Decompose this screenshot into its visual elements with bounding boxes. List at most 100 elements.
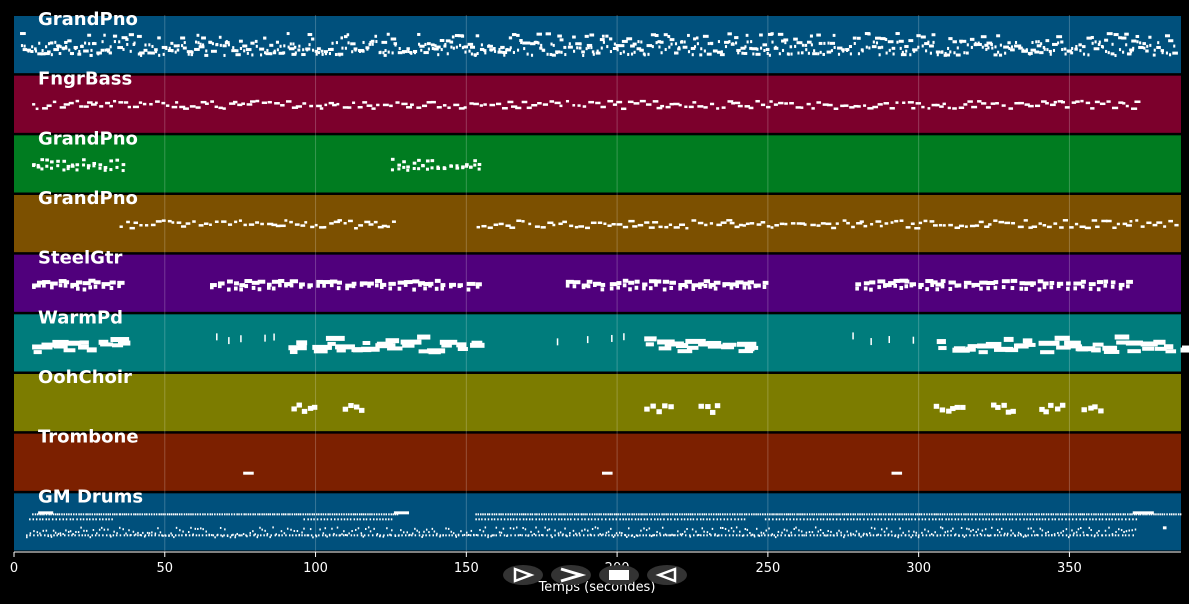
track-lane[interactable] bbox=[14, 433, 1181, 491]
midi-note bbox=[1067, 536, 1070, 539]
midi-note bbox=[466, 534, 468, 537]
midi-note bbox=[928, 518, 930, 521]
midi-note bbox=[601, 34, 605, 38]
track-lane[interactable] bbox=[14, 135, 1181, 193]
midi-note bbox=[1010, 286, 1015, 291]
midi-note bbox=[322, 532, 325, 535]
midi-note bbox=[892, 513, 894, 516]
midi-note bbox=[495, 526, 498, 529]
midi-note bbox=[625, 518, 627, 521]
midi-note bbox=[522, 518, 525, 521]
midi-note bbox=[203, 222, 209, 225]
midi-note bbox=[493, 513, 496, 516]
midi-note bbox=[316, 518, 319, 521]
midi-note bbox=[897, 513, 899, 516]
midi-note bbox=[840, 534, 843, 537]
midi-note bbox=[1042, 281, 1049, 286]
midi-note bbox=[679, 533, 682, 536]
rewind-button[interactable] bbox=[647, 565, 687, 585]
midi-note bbox=[436, 45, 441, 49]
midi-note bbox=[511, 105, 518, 108]
track-lane[interactable] bbox=[14, 493, 1182, 551]
midi-note bbox=[294, 51, 297, 55]
midi-note bbox=[944, 531, 947, 534]
midi-note bbox=[732, 534, 734, 537]
midi-note bbox=[975, 518, 977, 521]
midi-note bbox=[1016, 513, 1019, 516]
midi-note bbox=[491, 518, 493, 521]
midi-note bbox=[993, 219, 998, 222]
track-lane[interactable] bbox=[14, 195, 1181, 253]
midi-note bbox=[177, 44, 180, 48]
midi-note bbox=[1105, 534, 1107, 537]
midi-note bbox=[340, 518, 343, 521]
midi-note bbox=[360, 534, 363, 537]
midi-note bbox=[387, 346, 403, 351]
midi-note bbox=[271, 513, 274, 516]
midi-note bbox=[359, 281, 368, 286]
midi-note bbox=[402, 160, 406, 164]
midi-note bbox=[704, 223, 708, 227]
midi-note bbox=[1094, 40, 1097, 44]
midi-note bbox=[62, 340, 82, 346]
midi-note bbox=[951, 513, 953, 516]
midi-note bbox=[1163, 225, 1167, 228]
midi-note bbox=[55, 518, 58, 521]
midi-note bbox=[896, 40, 899, 44]
midi-note bbox=[567, 518, 569, 521]
midi-note bbox=[362, 340, 371, 345]
midi-note bbox=[900, 534, 903, 537]
track-lane[interactable] bbox=[14, 75, 1181, 133]
midi-note bbox=[1134, 528, 1137, 531]
midi-note bbox=[92, 161, 97, 165]
midi-note bbox=[681, 513, 683, 516]
midi-note bbox=[162, 52, 165, 56]
midi-note bbox=[1126, 284, 1130, 289]
midi-note bbox=[75, 530, 77, 533]
midi-note bbox=[642, 282, 648, 287]
stop-button[interactable] bbox=[599, 565, 639, 585]
midi-note bbox=[192, 513, 194, 516]
midi-note bbox=[645, 103, 652, 106]
midi-note bbox=[105, 101, 111, 105]
midi-note bbox=[615, 513, 618, 516]
midi-note bbox=[1125, 530, 1128, 533]
midi-note bbox=[549, 100, 555, 103]
midi-note bbox=[214, 105, 218, 109]
midi-note bbox=[760, 221, 766, 224]
midi-note bbox=[796, 41, 803, 45]
midi-note bbox=[1065, 344, 1083, 349]
midi-note bbox=[98, 534, 100, 537]
midi-note bbox=[680, 534, 683, 537]
midi-note bbox=[908, 39, 914, 43]
midi-note bbox=[138, 101, 143, 104]
track-lane[interactable] bbox=[14, 314, 1189, 372]
forward-button[interactable] bbox=[551, 565, 591, 585]
midi-note bbox=[1073, 286, 1078, 291]
midi-note bbox=[1043, 409, 1049, 415]
midi-note bbox=[536, 513, 538, 516]
midi-note bbox=[301, 408, 308, 414]
midi-note bbox=[99, 518, 101, 521]
midi-note bbox=[697, 105, 704, 108]
midi-note bbox=[853, 41, 856, 45]
midi-note bbox=[542, 534, 544, 537]
midi-note bbox=[255, 99, 260, 103]
midi-note bbox=[1095, 518, 1097, 521]
track-lane[interactable] bbox=[14, 16, 1181, 74]
track-lane[interactable] bbox=[14, 254, 1181, 312]
midi-note bbox=[475, 534, 478, 537]
midi-note bbox=[143, 48, 148, 52]
track-lane[interactable] bbox=[14, 374, 1181, 432]
midi-note bbox=[1076, 534, 1078, 537]
midi-note bbox=[1064, 340, 1081, 346]
midi-note bbox=[112, 34, 118, 38]
midi-note bbox=[375, 343, 396, 349]
midi-note bbox=[95, 518, 97, 521]
play-button[interactable] bbox=[503, 565, 543, 585]
midi-note bbox=[338, 534, 341, 537]
midi-note bbox=[636, 534, 639, 537]
midi-note bbox=[220, 534, 222, 537]
midi-note bbox=[335, 344, 355, 350]
